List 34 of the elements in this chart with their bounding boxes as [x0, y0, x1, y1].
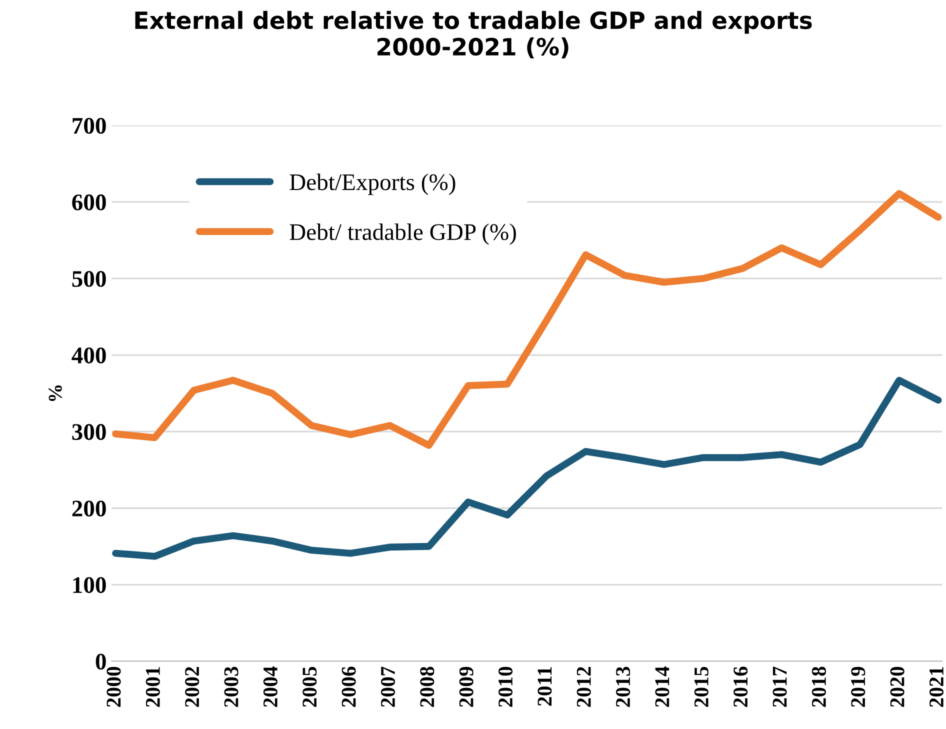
x-tick-label: 2016: [734, 666, 748, 707]
y-tick-label: 0: [96, 654, 106, 670]
y-tick-label: 400: [72, 348, 106, 364]
x-tick-label: 2007: [380, 666, 396, 707]
x-tick-label: 2020: [890, 666, 904, 707]
legend-label: Debt/ tradable GDP (%): [290, 223, 516, 245]
y-tick-label: 600: [72, 194, 106, 210]
x-tick-label: 2013: [616, 666, 630, 707]
y-tick-label: 700: [72, 118, 106, 134]
legend-label: Debt/Exports (%): [290, 174, 456, 195]
x-tick-label: 2014: [655, 666, 670, 707]
x-tick-label: 2002: [185, 666, 200, 707]
x-tick-label: 2005: [302, 666, 317, 707]
x-tick-label: 2009: [459, 666, 474, 707]
x-tick-label: 2017: [772, 666, 787, 707]
chart-title: External debt relative to tradable GDP and exports 2000-2021 (%): [135, 10, 812, 58]
x-tick-label: 2018: [812, 666, 826, 707]
y-tick-label: 100: [73, 577, 106, 594]
x-tick-label: 2008: [420, 666, 434, 707]
x-tick-label: 2019: [851, 666, 866, 707]
x-tick-label: 2015: [694, 666, 708, 707]
x-tick-label: 2004: [263, 666, 278, 707]
y-tick-label: 300: [72, 424, 106, 440]
y-tick-label: 500: [72, 270, 106, 287]
x-tick-label: 2001: [146, 667, 160, 707]
x-tick-label: 2011: [538, 667, 552, 706]
y-axis-title: %: [48, 385, 62, 402]
x-tick-label: 2003: [224, 666, 238, 707]
x-tick-label: 2021: [929, 667, 944, 707]
x-tick-label: 2006: [342, 666, 356, 707]
x-tick-label: 2010: [498, 666, 513, 707]
y-tick-label: 200: [72, 500, 106, 517]
x-tick-label: 2000: [106, 666, 121, 707]
x-tick-label: 2012: [576, 666, 591, 707]
